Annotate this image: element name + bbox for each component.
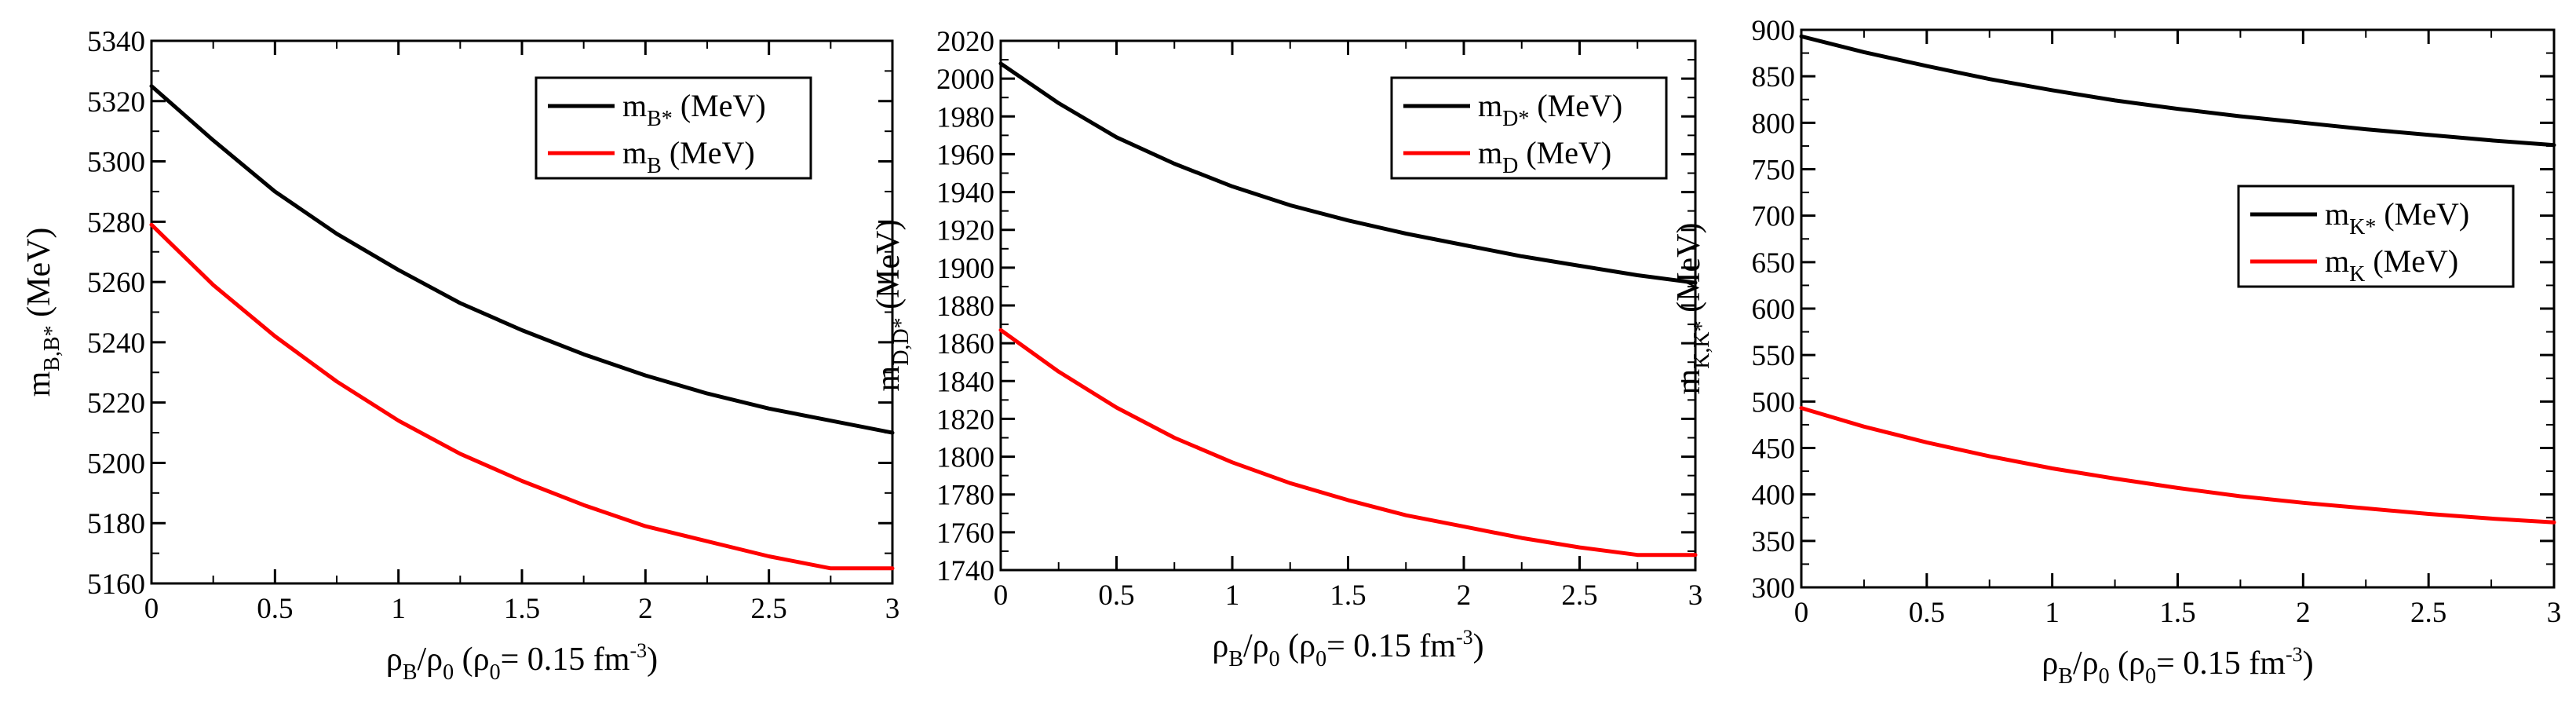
x-tick-label: 0 xyxy=(1794,597,1809,629)
y-tick-label: 1760 xyxy=(936,517,994,550)
series-line-md xyxy=(998,61,1698,285)
legend-entry: mK (MeV) xyxy=(2325,243,2458,287)
y-tick-label: 2000 xyxy=(936,64,994,96)
y-tick-label: 850 xyxy=(1752,61,1796,93)
x-tick-label: 1.5 xyxy=(1330,580,1366,612)
x-tick-label: 1.5 xyxy=(2159,597,2195,629)
x-tick-label: 2 xyxy=(2296,597,2311,629)
y-tick-label: 400 xyxy=(1752,480,1796,512)
y-tick-label: 5300 xyxy=(87,147,145,179)
y-tick-label: 1900 xyxy=(936,253,994,285)
y-tick-label: 1880 xyxy=(936,291,994,323)
y-tick-label: 650 xyxy=(1752,247,1796,280)
x-tick-label: 0.5 xyxy=(1909,597,1945,629)
y-tick-label: 350 xyxy=(1752,526,1796,558)
legend: mB* (MeV)mB (MeV) xyxy=(535,76,812,180)
x-tick-label: 2 xyxy=(638,593,653,625)
legend: mK* (MeV)mK (MeV) xyxy=(2237,185,2515,288)
y-tick-label: 1820 xyxy=(936,404,994,436)
y-tick-label: 1800 xyxy=(936,442,994,474)
y-tick-label: 500 xyxy=(1752,386,1796,419)
x-tick-label: 1 xyxy=(2045,597,2060,629)
legend-box xyxy=(1390,76,1668,180)
y-tick-label: 1980 xyxy=(936,101,994,133)
y-tick-label: 1960 xyxy=(936,139,994,171)
x-tick-label: 1.5 xyxy=(504,593,540,625)
series-line-mb xyxy=(149,222,895,571)
legend-box xyxy=(2237,185,2515,288)
y-tick-label: 5280 xyxy=(87,207,145,239)
y-tick-label: 800 xyxy=(1752,108,1796,140)
chart-panel-3: 0 0.5 1 1.5 2 2.5 3 300 350 400 450 500 550 600 650 700… xyxy=(1671,15,2561,689)
y-tick-label: 450 xyxy=(1752,433,1796,466)
x-tick-label: 2.5 xyxy=(751,593,787,625)
legend-entry: mB (MeV) xyxy=(622,135,755,178)
y-axis-label: mK,K* (MeV) xyxy=(1671,223,1714,395)
x-tick-label: 3 xyxy=(885,593,900,625)
x-axis-label: ρB/ρ0 (ρ0= 0.15 fm-3) xyxy=(1212,626,1483,671)
y-axis-label: mD,D* (MeV) xyxy=(870,220,914,392)
x-tick-label: 0.5 xyxy=(1098,580,1134,612)
y-tick-label: 900 xyxy=(1752,15,1796,47)
x-tick-label: 1 xyxy=(391,593,406,625)
y-tick-label: 1940 xyxy=(936,177,994,210)
chart-panel-2: 0 0.5 1 1.5 2 2.5 3 1740 1760 1780 1800 1820 1840 186… xyxy=(870,26,1702,671)
legend-entry: mB* (MeV) xyxy=(622,88,766,131)
legend: mD* (MeV)mD (MeV) xyxy=(1390,76,1668,180)
y-tick-label: 550 xyxy=(1752,340,1796,372)
y-tick-label: 2020 xyxy=(936,26,994,58)
y-tick-label: 750 xyxy=(1752,155,1796,187)
x-tick-label: 2.5 xyxy=(1561,580,1597,612)
x-tick-label: 0 xyxy=(144,593,159,625)
y-tick-label: 5320 xyxy=(87,86,145,119)
y-tick-label: 1860 xyxy=(936,328,994,360)
x-tick-label: 3 xyxy=(1688,580,1703,612)
y-tick-label: 600 xyxy=(1752,294,1796,326)
y-tick-label: 1840 xyxy=(936,366,994,398)
plot-frame xyxy=(1800,28,2556,589)
legend-entry: mD (MeV) xyxy=(1478,135,1611,178)
series-line-md xyxy=(998,327,1698,558)
y-tick-label: 5240 xyxy=(87,327,145,360)
y-tick-label: 5340 xyxy=(87,26,145,58)
x-axis-label: ρB/ρ0 (ρ0= 0.15 fm-3) xyxy=(2041,643,2313,689)
legend-box xyxy=(535,76,812,180)
x-tick-label: 1 xyxy=(1225,580,1240,612)
legend-entry: mK* (MeV) xyxy=(2325,196,2469,239)
y-tick-label: 5200 xyxy=(87,448,145,480)
y-tick-label: 5260 xyxy=(87,267,145,299)
x-tick-label: 2.5 xyxy=(2410,597,2446,629)
y-tick-label: 300 xyxy=(1752,572,1796,605)
y-tick-label: 700 xyxy=(1752,201,1796,233)
x-axis-label: ρB/ρ0 (ρ0= 0.15 fm-3) xyxy=(386,639,658,685)
y-tick-label: 1780 xyxy=(936,480,994,512)
x-tick-label: 0.5 xyxy=(257,593,293,625)
series-line-mb xyxy=(149,84,895,435)
y-axis-label: mB,B* (MeV) xyxy=(21,228,64,397)
x-tick-label: 3 xyxy=(2547,597,2562,629)
x-tick-label: 0 xyxy=(994,580,1009,612)
x-tick-label: 2 xyxy=(1457,580,1472,612)
chart-panel-1: 0 0.5 1 1.5 2 2.5 3 5160 5180 5200 5220 5240 5260 528… xyxy=(21,26,899,685)
y-tick-label: 1740 xyxy=(936,555,994,587)
y-tick-label: 5160 xyxy=(87,569,145,601)
y-tick-label: 5220 xyxy=(87,388,145,420)
legend-entry: mD* (MeV) xyxy=(1478,88,1622,131)
y-tick-label: 1920 xyxy=(936,215,994,247)
series-line-mk xyxy=(1799,34,2556,148)
y-tick-label: 5180 xyxy=(87,508,145,540)
series-line-mk xyxy=(1799,406,2556,525)
